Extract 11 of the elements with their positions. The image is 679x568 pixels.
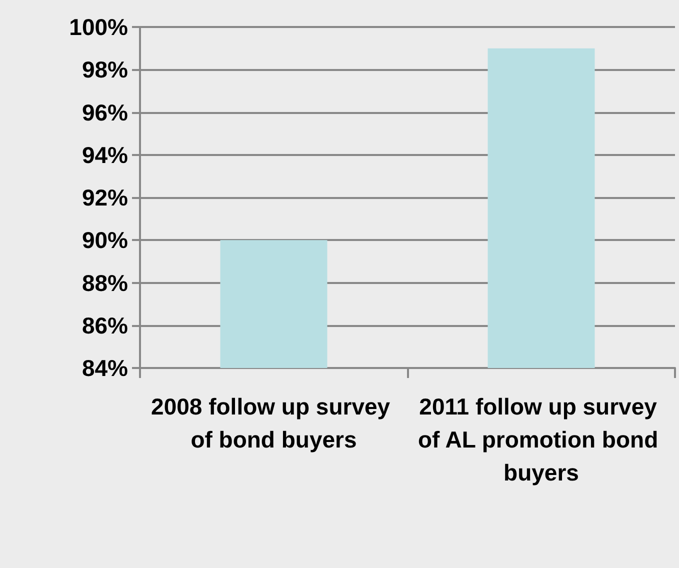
x-tick-label: 2011 follow up survey of AL promotion bond buyers bbox=[418, 394, 665, 486]
y-tick-label: 86% bbox=[82, 312, 128, 338]
y-tick-label: 100% bbox=[69, 14, 128, 40]
y-tick-label: 84% bbox=[82, 355, 128, 381]
x-tick-label: 2008 follow up survey of bond buyers bbox=[151, 394, 396, 452]
y-tick-label: 88% bbox=[82, 270, 128, 296]
y-tick-label: 98% bbox=[82, 56, 128, 83]
y-tick-label: 94% bbox=[82, 142, 128, 168]
y-tick-label: 96% bbox=[82, 99, 128, 126]
y-tick-label: 92% bbox=[82, 184, 128, 210]
y-tick-label: 90% bbox=[82, 227, 128, 254]
